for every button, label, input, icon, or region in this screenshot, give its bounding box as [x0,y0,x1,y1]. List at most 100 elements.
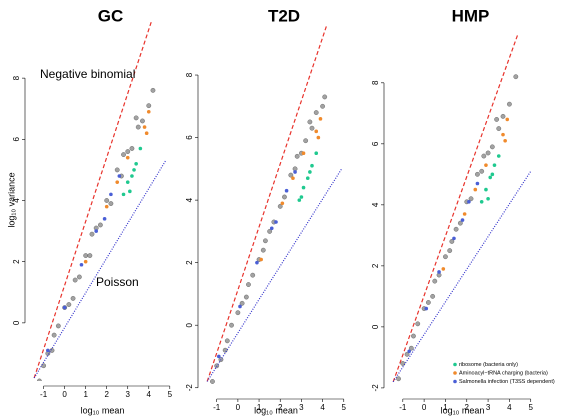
colored-point [503,138,507,143]
gene-point [458,220,463,226]
points [37,88,156,381]
x-tick-label: 1 [257,403,262,412]
gene-point [222,347,228,353]
colored-point [441,267,446,271]
gene-point [51,332,57,338]
x-axis-label: log₁₀ mean [441,405,485,415]
legend-label: ribosome (bacteria only) [459,362,518,368]
gene-point [133,115,139,121]
points [210,94,328,384]
gene-point [135,124,141,130]
gene-point [70,296,76,301]
legend-swatch [453,371,457,375]
x-tick-label: 0 [422,403,427,412]
colored-point [83,259,88,264]
y-tick-label: 4 [185,197,194,202]
x-axis-label: log₁₀ mean [81,405,125,415]
x-tick-label: -1 [213,403,221,412]
y-tick-label: 0 [371,324,380,329]
colored-point [479,199,484,204]
colored-point [142,125,147,129]
gene-point [411,333,416,339]
gene-point [89,231,95,237]
x-tick-label: 1 [443,403,448,412]
y-tick-label: 2 [371,263,380,268]
gene-point [66,302,72,307]
x-tick-label: 3 [486,403,491,412]
reference-line [392,34,519,382]
y-tick-label: 4 [371,202,380,207]
annotation: Poisson [96,275,139,289]
gene-point [37,378,42,381]
panel-title: T2D [268,6,300,25]
colored-point [125,180,130,184]
gene-point [77,274,82,280]
gene-point [481,153,487,159]
colored-point [293,170,297,174]
gene-point [210,379,215,384]
gene-point [277,204,283,209]
gene-point [475,171,480,177]
colored-point [305,176,310,181]
colored-point [238,304,242,309]
colored-point [505,117,510,122]
points [396,74,519,382]
colored-point [125,155,130,160]
colored-point [291,176,295,181]
gene-point [267,229,272,234]
x-tick-label: 2 [278,403,283,412]
colored-point [301,185,306,190]
colored-point [437,270,441,274]
gene-point [320,103,325,109]
gene-point [404,351,410,357]
colored-point [407,349,411,354]
colored-point [299,195,304,199]
y-axis-label: log₁₀ variance [6,172,16,227]
gene-point [453,226,459,232]
colored-point [62,305,67,310]
gene-point [98,222,103,228]
gene-point [72,277,78,283]
colored-point [460,218,465,222]
gene-point [485,150,491,156]
gene-point [121,152,126,157]
y-tick-label: -2 [185,384,194,392]
legend-label: Aminoacyl−tRNA charging (bacteria) [459,370,548,376]
colored-point [496,154,501,158]
colored-point [484,187,488,192]
colored-point [297,198,302,202]
gene-point [447,248,453,253]
colored-point [117,174,122,178]
y-tick-label: 0 [12,320,21,325]
colored-point [269,226,274,231]
colored-point [308,170,312,174]
colored-point [102,217,107,221]
colored-point [134,161,138,166]
reference-line [33,160,167,379]
reference-line [392,170,532,383]
x-tick-label: -1 [399,403,407,412]
colored-point [128,189,132,194]
x-tick-label: -1 [40,390,48,399]
gene-point [479,168,485,174]
gene-point [500,114,506,119]
x-tick-label: 1 [83,390,88,399]
colored-point [501,132,505,137]
gene-point [114,167,120,173]
legend-swatch [453,362,457,367]
colored-point [316,135,321,140]
gene-point [415,321,421,327]
colored-point [475,181,480,186]
x-axis-label: log₁₀ mean [254,405,298,415]
gene-point [125,149,131,154]
gene-point [146,103,152,109]
colored-point [318,117,323,121]
y-tick-label: 8 [185,72,194,77]
y-tick-label: 0 [185,322,194,327]
colored-point [121,192,126,197]
gene-point [309,125,315,131]
panel-title: HMP [452,6,490,25]
x-tick-label: 4 [507,403,512,412]
gene-point [322,94,328,100]
y-tick-label: 4 [12,198,21,203]
